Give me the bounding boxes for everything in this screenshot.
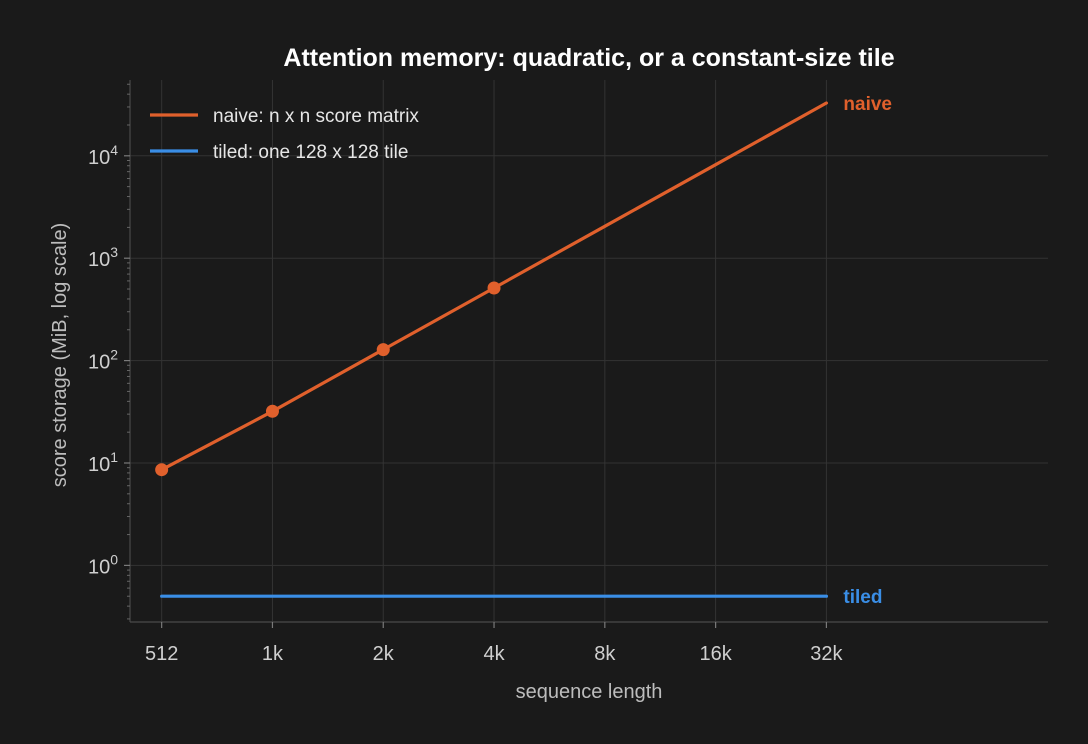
y-tick-label: 100	[88, 551, 118, 578]
y-tick-label: 103	[88, 244, 118, 271]
y-tick-label: 102	[88, 347, 118, 374]
y-axis-label: score storage (MiB, log scale)	[49, 223, 71, 488]
grid	[130, 80, 1048, 622]
x-tick-label: 16k	[699, 643, 732, 665]
data-point-naive	[376, 343, 390, 357]
legend-label-tiled: tiled: one 128 x 128 tile	[213, 142, 408, 163]
y-axis-ticks: 100 101 102 103 104	[88, 83, 130, 620]
series-end-label-tiled: tiled	[843, 587, 882, 608]
series-layer: naive tiled	[155, 94, 892, 608]
x-tick-label: 8k	[594, 643, 616, 665]
axes-spines	[129, 80, 1048, 623]
series-end-label-naive: naive	[843, 94, 892, 115]
data-point-naive	[487, 281, 501, 295]
legend-label-naive: naive: n x n score matrix	[213, 106, 419, 127]
y-tick-label: 104	[88, 142, 118, 169]
x-tick-label: 1k	[262, 643, 284, 665]
x-tick-label: 512	[145, 643, 178, 665]
x-tick-label: 4k	[483, 643, 505, 665]
x-tick-label: 2k	[373, 643, 395, 665]
data-point-naive	[265, 404, 279, 418]
data-point-naive	[155, 463, 169, 477]
x-tick-label: 32k	[810, 643, 843, 665]
legend: naive: n x n score matrix tiled: one 128 …	[150, 106, 419, 163]
chart-title: Attention memory: quadratic, or a consta…	[283, 44, 894, 72]
y-tick-label: 101	[88, 449, 118, 476]
x-axis-label: sequence length	[516, 681, 663, 703]
x-axis-ticks: 512 1k 2k 4k 8k 16k 32k	[145, 622, 844, 665]
